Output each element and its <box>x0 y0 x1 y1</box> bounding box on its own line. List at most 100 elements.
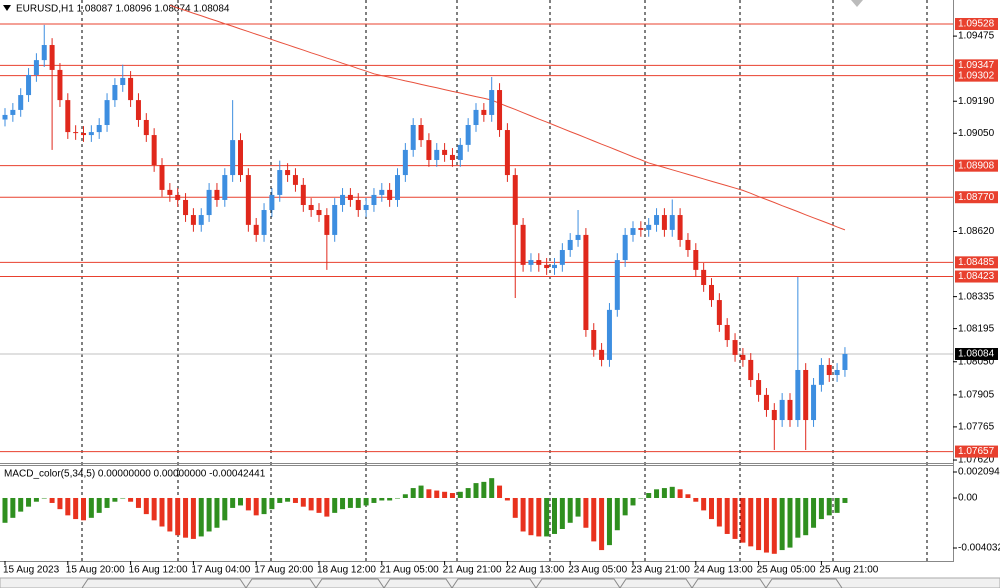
histogram-bar <box>10 497 16 518</box>
histogram-bar <box>811 497 817 528</box>
candle-body <box>779 399 785 421</box>
candle-body <box>73 132 79 134</box>
candle-body <box>292 175 298 185</box>
histogram-bar <box>363 497 369 506</box>
x-tick-label: 24 Aug 13:00 <box>694 565 753 576</box>
histogram-bar <box>379 497 385 501</box>
candle-body <box>57 69 63 101</box>
candle-body <box>151 135 157 165</box>
histogram-bar <box>33 497 39 502</box>
histogram-bar <box>57 497 63 510</box>
histogram-bar <box>842 497 848 503</box>
histogram-bar <box>614 497 620 531</box>
candle-body <box>481 109 487 115</box>
candle-body <box>622 234 628 261</box>
last-price-label: 1.08084 <box>958 349 995 360</box>
last-price-box <box>955 347 998 360</box>
tab[interactable] <box>691 578 767 588</box>
histogram-bar <box>332 497 338 513</box>
candle-body <box>465 125 471 145</box>
histogram-bar <box>395 497 400 499</box>
histogram-bar <box>622 497 628 516</box>
histogram-bar <box>826 497 832 516</box>
x-tick-label: 15 Aug 2023 <box>3 565 60 576</box>
histogram-bar <box>449 493 455 498</box>
candle-body <box>277 170 283 195</box>
histogram-bar <box>677 489 683 498</box>
candle-body <box>285 170 291 176</box>
tab[interactable] <box>81 578 247 588</box>
candle-body <box>614 260 620 310</box>
histogram-bar <box>183 497 189 538</box>
tab[interactable] <box>315 578 385 588</box>
tab[interactable] <box>535 578 621 588</box>
candle-body <box>638 228 644 230</box>
histogram-bar <box>285 497 291 502</box>
candle-body <box>96 125 102 133</box>
histogram-bar <box>787 497 793 548</box>
histogram-bar <box>135 497 141 508</box>
tab[interactable] <box>765 578 843 588</box>
candle-body <box>756 380 762 395</box>
histogram-bar <box>112 497 118 502</box>
histogram-bar <box>214 497 220 528</box>
histogram-bar <box>151 497 157 521</box>
histogram-bar <box>756 497 762 551</box>
candle-body <box>261 210 267 235</box>
candle-body <box>709 284 714 301</box>
candle-body <box>120 77 126 86</box>
candle-body <box>677 215 683 240</box>
candle-body <box>198 215 204 225</box>
histogram-bar <box>834 497 840 513</box>
y-tick-label: 1.08620 <box>958 226 995 237</box>
histogram-bar <box>387 497 393 501</box>
level-label-box <box>955 191 998 204</box>
level-label: 1.08908 <box>958 160 995 171</box>
histogram-bar <box>771 497 777 554</box>
histogram-bar <box>473 483 479 498</box>
histogram-bar <box>795 497 801 538</box>
candle-body <box>685 239 691 251</box>
histogram-bar <box>583 497 589 528</box>
candle-body <box>49 45 55 70</box>
candle-body <box>190 215 196 225</box>
candle-body <box>65 100 71 133</box>
candle-body <box>206 189 212 216</box>
tab[interactable] <box>451 578 537 588</box>
y-tick-label: -0.0040327 <box>958 543 1000 554</box>
histogram-bar <box>504 497 510 501</box>
histogram-bar <box>277 497 283 503</box>
y-tick-label: 1.07905 <box>958 390 995 401</box>
histogram-bar <box>575 497 581 517</box>
candle-body <box>167 189 173 195</box>
level-label-box <box>955 256 998 269</box>
candle-body <box>787 399 793 421</box>
histogram-bar <box>238 497 243 506</box>
candle-body <box>559 250 565 265</box>
candle-body <box>222 175 228 200</box>
symbol-menu-icon[interactable] <box>3 5 11 11</box>
candle-body <box>26 74 32 96</box>
collapse-icon[interactable] <box>851 0 863 7</box>
tab[interactable] <box>619 578 693 588</box>
histogram-bar <box>175 497 181 536</box>
histogram-bar <box>669 486 675 498</box>
tab[interactable] <box>245 578 317 588</box>
tab-bar <box>0 577 1000 588</box>
candle-body <box>520 224 526 265</box>
candle-body <box>253 224 259 235</box>
histogram-bar <box>779 497 785 551</box>
histogram-bar <box>300 497 306 507</box>
histogram-bar <box>536 497 542 537</box>
histogram-bar <box>340 497 346 510</box>
candle-body <box>2 114 8 120</box>
candle-body <box>183 199 189 216</box>
histogram-bar <box>497 485 503 498</box>
tab[interactable] <box>383 578 453 588</box>
candle-body <box>324 215 330 235</box>
candle-body <box>33 60 39 75</box>
histogram-bar <box>206 497 212 532</box>
candle-body <box>795 369 801 421</box>
candle-body <box>669 215 675 230</box>
candle-body <box>379 189 385 195</box>
